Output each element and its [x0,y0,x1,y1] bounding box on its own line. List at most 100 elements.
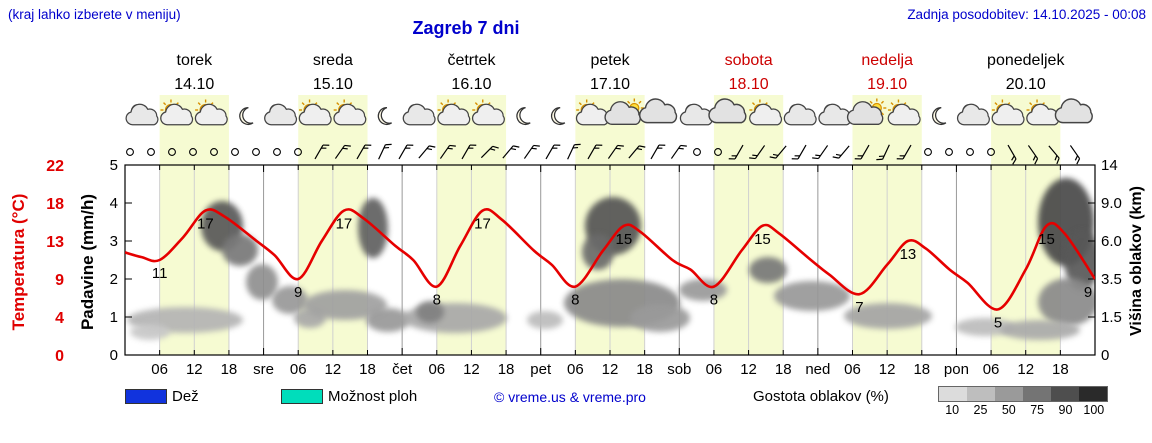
svg-text:pet: pet [530,361,552,378]
svg-text:22: 22 [46,158,64,175]
svg-text:1: 1 [110,309,118,326]
svg-text:17: 17 [474,216,491,233]
svg-text:15: 15 [1038,231,1055,248]
wind-barb-icon [461,144,477,160]
moon-cloud-icon [402,103,436,126]
moon-icon [932,106,947,125]
moon-cloud-icon [264,103,298,126]
density-tick: 50 [1001,403,1016,417]
location-hint: (kraj lahko izberete v meniju) [8,7,181,22]
wind-barb-icon [876,144,890,161]
sun-cloud-icon [471,99,505,126]
day-headers: torek 14.10 sreda 15.10 četrtek 16.10 petek 17.… [125,52,1095,94]
svg-text:8: 8 [571,292,579,309]
svg-text:pon: pon [944,361,969,378]
density-tick: 75 [1030,403,1045,417]
wind-barb-icon [670,144,687,159]
density-tick: 100 [1083,403,1105,417]
density-cell [967,387,995,401]
wind-calm-icon [252,148,260,156]
wind-barb-icon [812,145,829,160]
svg-text:06: 06 [844,361,861,378]
wind-barb-icon [896,144,912,160]
svg-text:9: 9 [55,272,64,289]
weather-icons-row [125,98,1093,126]
svg-text:06: 06 [983,361,1000,378]
density-cell [1079,387,1107,401]
day-date: 14.10 [174,76,215,93]
temp-value-labels: 11 17 9 17 8 17 8 15 8 15 7 13 5 15 9 [152,216,1092,332]
svg-text:3.5: 3.5 [1101,271,1122,288]
wind-calm-icon [966,148,974,156]
sun-cloud-icon [437,99,471,126]
wind-barb-icon [628,145,646,159]
svg-text:18: 18 [775,361,792,378]
day-date: 16.10 [451,76,492,93]
cloud-sun-icon [604,98,644,125]
copyright-link[interactable]: © vreme.us & vreme.pro [494,389,646,405]
svg-text:18: 18 [46,196,64,213]
moon-icon [377,106,393,125]
svg-text:0: 0 [1101,347,1109,364]
svg-text:4: 4 [110,195,118,212]
wind-calm-icon [945,148,953,156]
svg-text:5: 5 [994,314,1002,331]
density-scale [938,386,1108,402]
wind-barb-icon [832,145,850,159]
svg-text:čet: čet [392,361,413,378]
day-name: torek [176,52,213,69]
svg-text:17: 17 [336,216,353,233]
wind-calm-icon [714,148,722,156]
density-tick: 10 [945,403,960,417]
svg-text:12: 12 [602,361,619,378]
page-title: Zagreb 7 dni [412,18,520,38]
wind-calm-icon [168,148,176,156]
day-date: 15.10 [312,76,353,93]
moon-cloud-icon [818,103,852,126]
wind-barb-icon [334,144,351,159]
cloud-icon [708,98,747,124]
svg-text:12: 12 [740,361,757,378]
moon-cloud-icon [956,103,990,126]
day-date: 19.10 [867,76,908,93]
sun-cloud-icon [991,99,1025,126]
day-header: četrtek 16.10 [402,52,541,94]
svg-text:sre: sre [253,361,274,378]
svg-text:12: 12 [325,361,342,378]
svg-text:18: 18 [636,361,653,378]
wind-calm-icon [231,148,239,156]
day-header: petek 17.10 [541,52,680,94]
svg-text:1.5: 1.5 [1101,309,1122,326]
wind-calm-icon [147,148,155,156]
cloud-density-legend-label: Gostota oblakov (%) [753,388,889,405]
svg-text:18: 18 [221,361,238,378]
wind-barb-icon [1027,145,1039,165]
svg-text:12: 12 [186,361,203,378]
day-name: četrtek [447,52,496,69]
wind-barb-icon [728,144,744,160]
sun-cloud-icon [575,99,609,126]
moon-icon [239,106,254,125]
day-header: sobota 18.10 [679,52,818,94]
last-update-text: Zadnja posodobitev: 14.10.2025 - 00:08 [907,7,1146,22]
wind-barb-icon [398,144,414,160]
day-header: nedelja 19.10 [818,52,957,94]
cloud-icon [1054,98,1093,124]
sun-cloud-icon [333,99,367,126]
wind-barb-icon [356,144,372,160]
svg-text:12: 12 [463,361,480,378]
rain-legend-swatch [125,389,167,404]
day-header: torek 14.10 [125,52,264,94]
wind-barb-icon [1007,144,1017,165]
svg-text:8: 8 [433,292,441,309]
moon-icon [550,106,566,125]
temperature-curve [125,207,1095,311]
svg-text:11: 11 [152,265,168,282]
moon-cloud-icon [679,103,713,126]
density-tick: 25 [973,403,988,417]
wind-calm-icon [189,148,197,156]
showers-legend-label: Možnost ploh [328,388,418,405]
sun-cloud-icon [194,99,228,126]
wind-barb-icon [480,145,499,159]
